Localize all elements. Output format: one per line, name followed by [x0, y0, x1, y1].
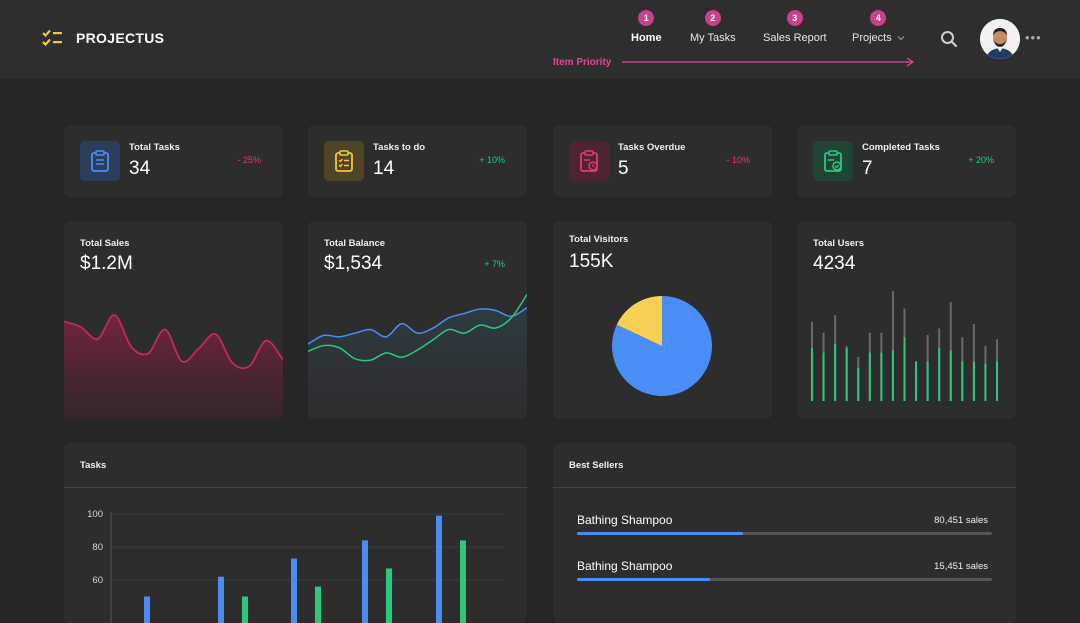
stat-title: Tasks to do — [373, 142, 425, 153]
users-bar-active — [880, 353, 882, 401]
clipboard-list-icon — [324, 141, 364, 181]
total-visitors-card: Total Visitors 155K — [553, 221, 772, 419]
more-icon[interactable]: ••• — [1025, 30, 1042, 45]
stat-value: 7 — [862, 158, 873, 180]
app-name: PROJECTUS — [76, 30, 164, 46]
panel-title: Best Sellers — [569, 460, 623, 471]
balance-area — [308, 308, 527, 419]
stat-change: - 10% — [726, 155, 750, 165]
nav-badge: 4 — [870, 10, 886, 26]
avatar[interactable] — [980, 19, 1020, 59]
visitors-pie-chart — [553, 221, 772, 419]
users-bar-active — [857, 368, 859, 401]
stat-title: Completed Tasks — [862, 142, 940, 153]
divider — [553, 487, 1016, 488]
stat-value: 14 — [373, 158, 394, 180]
stat-title: Tasks Overdue — [618, 142, 685, 153]
seller-name: Bathing Shampoo — [577, 513, 672, 527]
seller-sales: 80,451 sales — [934, 515, 988, 526]
progress-track — [577, 578, 992, 581]
users-bar-active — [927, 361, 929, 401]
nav-label: Projects — [852, 32, 892, 44]
clipboard-icon — [80, 141, 120, 181]
stat-card-total-tasks[interactable]: Total Tasks 34 - 25% — [64, 125, 283, 197]
y-tick-label: 80 — [92, 542, 103, 553]
users-bar-active — [996, 361, 998, 401]
users-bar-active — [904, 337, 906, 401]
task-bar-blue — [218, 577, 224, 623]
stat-card-tasks-overdue[interactable]: Tasks Overdue 5 - 10% — [553, 125, 772, 197]
seller-name: Bathing Shampoo — [577, 559, 672, 573]
nav-label: My Tasks — [690, 32, 736, 44]
task-bar-green — [386, 568, 392, 623]
nav-sales-report[interactable]: 3 Sales Report — [763, 10, 827, 44]
stat-title: Total Tasks — [129, 142, 180, 153]
stat-change: - 25% — [237, 155, 261, 165]
chevron-down-icon — [897, 35, 905, 41]
users-bar-active — [938, 348, 940, 401]
task-bar-green — [315, 587, 321, 623]
nav-label: Sales Report — [763, 32, 827, 44]
nav-badge: 2 — [705, 10, 721, 26]
stat-change: + 10% — [479, 155, 505, 165]
priority-label: Item Priority — [553, 57, 611, 68]
sales-area — [64, 315, 283, 419]
progress-fill — [577, 532, 743, 535]
stat-card-tasks-to-do[interactable]: Tasks to do 14 + 10% — [308, 125, 527, 197]
users-bar-active — [973, 361, 975, 401]
user-avatar-icon — [980, 19, 1020, 59]
stat-value: 5 — [618, 158, 629, 180]
y-tick-label: 60 — [92, 575, 103, 586]
total-balance-card: Total Balance $1,534 + 7% — [308, 221, 527, 419]
users-bar-active — [869, 353, 871, 401]
total-users-card: Total Users 4234 — [797, 221, 1016, 419]
stat-value: 34 — [129, 158, 150, 180]
progress-track — [577, 532, 992, 535]
task-bar-blue — [436, 516, 442, 623]
nav-home[interactable]: 1 Home — [631, 10, 662, 44]
users-bar-active — [811, 348, 813, 401]
sales-area-chart — [64, 221, 283, 419]
progress-fill — [577, 578, 710, 581]
users-bar-active — [892, 350, 894, 401]
nav-label: Home — [631, 32, 662, 44]
total-sales-card: Total Sales $1.2M — [64, 221, 283, 419]
checklist-icon — [42, 29, 64, 47]
stat-change: + 20% — [968, 155, 994, 165]
logo[interactable]: PROJECTUS — [42, 29, 164, 47]
users-bar-chart — [797, 221, 1016, 419]
balance-line-chart — [308, 221, 527, 419]
seller-sales: 15,451 sales — [934, 561, 988, 572]
best-sellers-panel: Best Sellers Bathing Shampoo 80,451 sale… — [553, 443, 1016, 623]
task-bar-green — [460, 540, 466, 623]
users-bar-active — [823, 353, 825, 401]
users-bar-active — [984, 364, 986, 401]
nav-badge: 3 — [787, 10, 803, 26]
stat-card-completed-tasks[interactable]: Completed Tasks 7 + 20% — [797, 125, 1016, 197]
y-tick-label: 100 — [87, 509, 103, 520]
task-bar-blue — [291, 559, 297, 623]
users-bar-active — [834, 344, 836, 401]
clipboard-clock-icon — [569, 141, 609, 181]
top-bar: PROJECTUS 1 Home 2 My Tasks 3 Sales Repo… — [0, 0, 1080, 79]
users-bar-active — [950, 350, 952, 401]
clipboard-check-icon — [813, 141, 853, 181]
tasks-bar-chart: 60 80 100 — [64, 443, 527, 623]
search-icon[interactable] — [940, 30, 958, 48]
users-bar-active — [961, 361, 963, 401]
nav-projects[interactable]: 4 Projects — [852, 10, 905, 44]
task-bar-blue — [144, 597, 150, 623]
arrow-right-icon — [622, 57, 918, 67]
task-bar-green — [242, 597, 248, 623]
nav-my-tasks[interactable]: 2 My Tasks — [690, 10, 736, 44]
users-bar-active — [915, 361, 917, 401]
users-bar-active — [846, 348, 848, 401]
task-bar-blue — [362, 540, 368, 623]
nav-badge: 1 — [638, 10, 654, 26]
